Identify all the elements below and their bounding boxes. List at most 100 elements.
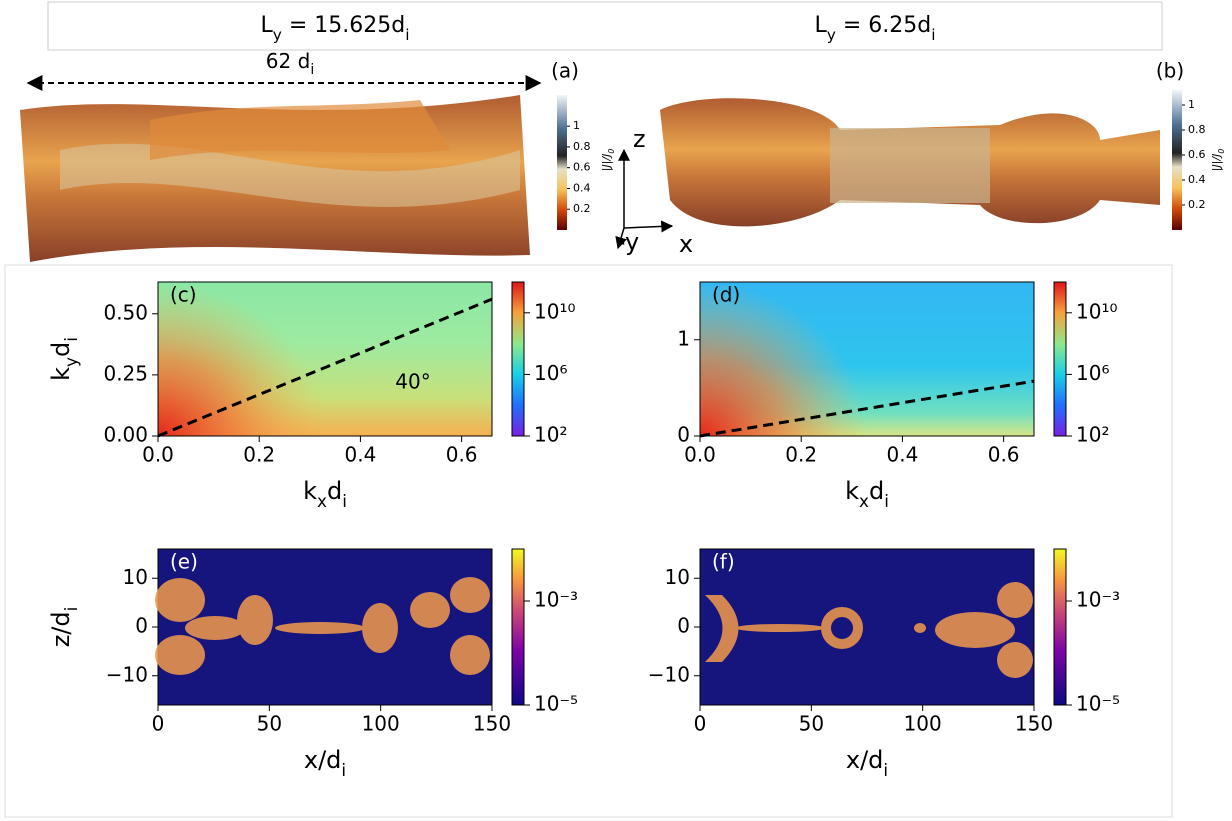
colorbar [1053,281,1067,437]
y-axis-label: kydi [47,337,81,381]
panel-label: (d) [712,283,740,307]
x-axis-label-part: i [341,760,346,780]
colorbar-tick-label: 10² [1076,423,1109,447]
y-axis-label-part: z/d [47,611,75,647]
x-tick-label: 0.4 [345,443,377,467]
x-tick-label: 100 [904,712,942,736]
plot-frame [699,281,1035,437]
axis-x: x [679,230,693,258]
x-axis-label-part: k [303,477,317,505]
x-axis-label: kxdi [303,477,347,511]
colorbar-label: |J|/J0 [1210,149,1226,172]
y-tick-label: 0 [677,614,690,638]
y-tick-label: 10 [123,565,148,589]
x-tick-label: 0.2 [243,443,275,467]
x-tick-label: 0 [694,712,707,736]
y-axis-label-part: k [47,367,75,381]
colorbar-tick-label: 1 [573,119,580,132]
length-label-part: i [310,62,314,78]
colorbar [511,281,525,437]
colorbar-tick-label: 0.6 [1188,148,1206,161]
header-left-part: = 15.625d [282,13,405,38]
x-axis-label: x/di [846,746,888,780]
x-tick-label: 150 [1015,712,1053,736]
y-axis-label: z/di [47,607,81,648]
colorbar-tick-label: 10⁻⁵ [1076,692,1120,716]
x-axis-label: x/di [304,746,346,780]
panel-label: (a) [551,59,579,83]
x-axis-label: kxdi [845,477,889,511]
colorbar-label-part: |J|/J [600,154,613,172]
x-tick-label: 150 [473,712,511,736]
axis-z: z [633,125,646,153]
x-tick-label: 0.6 [988,443,1020,467]
colorbar-tick-label: 0.8 [573,140,591,153]
header-left-part: L [260,13,273,38]
y-tick-label: 1 [677,326,690,350]
x-axis-label-part: i [883,760,888,780]
colorbar-tick-label: 0.2 [1188,198,1206,211]
x-tick-label: 0.0 [684,443,716,467]
header-left-part: i [405,26,409,44]
colorbar-tick-label: 0.8 [1188,123,1206,136]
x-axis-label-part: k [845,477,859,505]
x-tick-label: 0.0 [142,443,174,467]
y-tick-label: −10 [648,662,690,686]
y-tick-label: 0.00 [103,423,148,447]
x-axis-label-part: d [327,477,342,505]
scatter-decor [155,577,1033,678]
colorbar [1053,548,1067,706]
y-axis-label-part: d [47,342,75,357]
x-tick-label: 50 [799,712,824,736]
header-right-part: i [931,26,935,44]
colorbar-tick-label: 10⁻³ [534,588,578,612]
colorbar-tick-label: 0.2 [573,202,591,215]
header-right-part: y [827,26,836,44]
y-axis-label-part: i [61,607,81,612]
x-tick-label: 0.6 [446,443,478,467]
colorbar-label-part: |J|/J [1210,154,1223,172]
panel-label: (e) [170,550,198,574]
dashed-line [699,379,1035,438]
colorbar-tick-label: 10¹⁰ [1076,299,1117,323]
colorbar-tick-label: 10¹⁰ [534,299,575,323]
y-axis-label-part: i [61,337,81,342]
axes-tripod [615,148,674,250]
header-right-part: L [814,13,827,38]
panel-box [4,264,1173,818]
header-left-part: y [273,26,282,44]
colorbar-tick-label: 10⁶ [534,361,567,385]
colorbar-tick-label: 0.4 [573,181,591,194]
colorbar-label-part: 0 [607,149,616,154]
header-left: Ly = 15.625di [260,13,409,44]
x-axis-label-part: d [869,477,884,505]
colorbar [557,95,567,230]
x-tick-label: 100 [362,712,400,736]
x-axis-label-part: x/d [304,746,342,774]
x-tick-label: 0 [152,712,165,736]
y-axis-label-part: y [61,357,81,367]
colorbar-label-part: 0 [1217,149,1226,154]
y-tick-label: −10 [106,662,148,686]
colorbar [1172,90,1182,230]
x-axis-label-part: i [342,491,347,511]
x-axis-label-part: x [859,491,869,511]
annotation: 40° [395,370,430,394]
axis-y: -y [617,228,639,256]
x-axis-label-part: i [884,491,889,511]
panel-label: (b) [1156,59,1184,83]
plot-frame [157,281,493,437]
dashed-line [157,297,493,438]
panel-label: (c) [170,283,197,307]
x-tick-label: 0.4 [887,443,919,467]
colorbar-tick-label: 10⁻⁵ [534,692,578,716]
header-right-part: = 6.25d [836,13,931,38]
heatmap-core [700,282,867,436]
length-label: 62 di [266,49,314,79]
panel-label: (f) [712,550,735,574]
colorbar-tick-label: 0.4 [1188,173,1206,186]
y-tick-label: 10 [665,565,690,589]
y-tick-label: 0 [677,423,690,447]
x-axis-label-part: x [317,491,327,511]
header-right: Ly = 6.25di [814,13,935,44]
